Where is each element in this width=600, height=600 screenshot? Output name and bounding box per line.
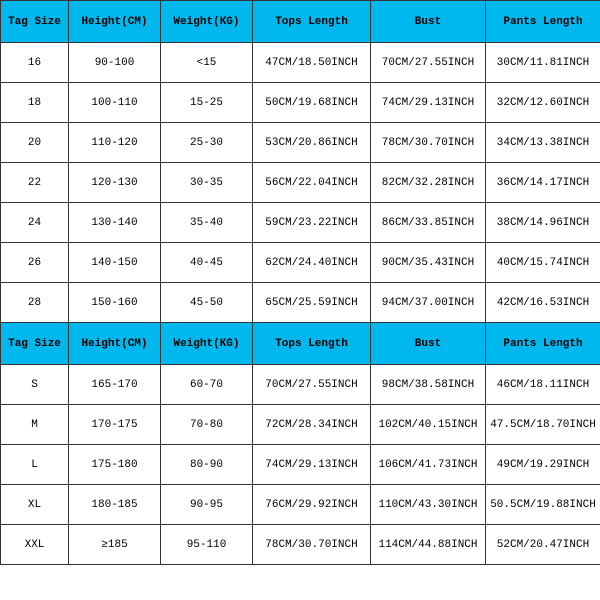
cell: 114CM/44.88INCH: [371, 525, 486, 565]
col-header-weight: Weight(KG): [161, 323, 253, 365]
cell: 110CM/43.30INCH: [371, 485, 486, 525]
cell: 90CM/35.43INCH: [371, 243, 486, 283]
cell: 130-140: [69, 203, 161, 243]
cell: 60-70: [161, 365, 253, 405]
table-row: 24 130-140 35-40 59CM/23.22INCH 86CM/33.…: [1, 203, 600, 243]
cell: 120-130: [69, 163, 161, 203]
cell: 175-180: [69, 445, 161, 485]
cell: 78CM/30.70INCH: [253, 525, 371, 565]
cell: 30-35: [161, 163, 253, 203]
cell: 15-25: [161, 83, 253, 123]
table-row: S 165-170 60-70 70CM/27.55INCH 98CM/38.5…: [1, 365, 600, 405]
cell: 45-50: [161, 283, 253, 323]
cell: 25-30: [161, 123, 253, 163]
cell: 140-150: [69, 243, 161, 283]
table-row: XXL ≥185 95-110 78CM/30.70INCH 114CM/44.…: [1, 525, 600, 565]
cell: 150-160: [69, 283, 161, 323]
cell: M: [1, 405, 69, 445]
table-row: XL 180-185 90-95 76CM/29.92INCH 110CM/43…: [1, 485, 600, 525]
cell: 80-90: [161, 445, 253, 485]
col-header-height: Height(CM): [69, 1, 161, 43]
cell: 74CM/29.13INCH: [253, 445, 371, 485]
cell: <15: [161, 43, 253, 83]
cell: 70CM/27.55INCH: [253, 365, 371, 405]
table-row: 26 140-150 40-45 62CM/24.40INCH 90CM/35.…: [1, 243, 600, 283]
cell: 49CM/19.29INCH: [486, 445, 600, 485]
cell: L: [1, 445, 69, 485]
cell: 22: [1, 163, 69, 203]
table-row: 18 100-110 15-25 50CM/19.68INCH 74CM/29.…: [1, 83, 600, 123]
cell: 86CM/33.85INCH: [371, 203, 486, 243]
cell: 62CM/24.40INCH: [253, 243, 371, 283]
col-header-tag-size: Tag Size: [1, 323, 69, 365]
cell: 42CM/16.53INCH: [486, 283, 600, 323]
cell: 56CM/22.04INCH: [253, 163, 371, 203]
cell: 170-175: [69, 405, 161, 445]
size-chart-table: Tag Size Height(CM) Weight(KG) Tops Leng…: [0, 0, 600, 565]
cell: 26: [1, 243, 69, 283]
cell: 94CM/37.00INCH: [371, 283, 486, 323]
cell: 47CM/18.50INCH: [253, 43, 371, 83]
cell: 24: [1, 203, 69, 243]
cell: 90-100: [69, 43, 161, 83]
col-header-bust: Bust: [371, 1, 486, 43]
cell: 40-45: [161, 243, 253, 283]
col-header-tops-length: Tops Length: [253, 1, 371, 43]
table-header-row: Tag Size Height(CM) Weight(KG) Tops Leng…: [1, 1, 600, 43]
cell: 78CM/30.70INCH: [371, 123, 486, 163]
table-row: 20 110-120 25-30 53CM/20.86INCH 78CM/30.…: [1, 123, 600, 163]
cell: 76CM/29.92INCH: [253, 485, 371, 525]
cell: 50CM/19.68INCH: [253, 83, 371, 123]
cell: 16: [1, 43, 69, 83]
cell: 102CM/40.15INCH: [371, 405, 486, 445]
cell: 72CM/28.34INCH: [253, 405, 371, 445]
cell: 100-110: [69, 83, 161, 123]
cell: 52CM/20.47INCH: [486, 525, 600, 565]
cell: 50.5CM/19.88INCH: [486, 485, 600, 525]
cell: 70-80: [161, 405, 253, 445]
cell: ≥185: [69, 525, 161, 565]
col-header-height: Height(CM): [69, 323, 161, 365]
cell: 32CM/12.60INCH: [486, 83, 600, 123]
table-row: 16 90-100 <15 47CM/18.50INCH 70CM/27.55I…: [1, 43, 600, 83]
cell: 47.5CM/18.70INCH: [486, 405, 600, 445]
cell: 18: [1, 83, 69, 123]
table-row: L 175-180 80-90 74CM/29.13INCH 106CM/41.…: [1, 445, 600, 485]
col-header-bust: Bust: [371, 323, 486, 365]
cell: 36CM/14.17INCH: [486, 163, 600, 203]
cell: 35-40: [161, 203, 253, 243]
cell: 30CM/11.81INCH: [486, 43, 600, 83]
col-header-pants-length: Pants Length: [486, 1, 600, 43]
table-row: 28 150-160 45-50 65CM/25.59INCH 94CM/37.…: [1, 283, 600, 323]
cell: 180-185: [69, 485, 161, 525]
cell: 38CM/14.96INCH: [486, 203, 600, 243]
cell: 59CM/23.22INCH: [253, 203, 371, 243]
cell: 74CM/29.13INCH: [371, 83, 486, 123]
cell: 65CM/25.59INCH: [253, 283, 371, 323]
table-header-row: Tag Size Height(CM) Weight(KG) Tops Leng…: [1, 323, 600, 365]
cell: XL: [1, 485, 69, 525]
cell: S: [1, 365, 69, 405]
col-header-tops-length: Tops Length: [253, 323, 371, 365]
col-header-tag-size: Tag Size: [1, 1, 69, 43]
cell: 28: [1, 283, 69, 323]
cell: 46CM/18.11INCH: [486, 365, 600, 405]
cell: 34CM/13.38INCH: [486, 123, 600, 163]
cell: 53CM/20.86INCH: [253, 123, 371, 163]
cell: 82CM/32.28INCH: [371, 163, 486, 203]
cell: XXL: [1, 525, 69, 565]
cell: 20: [1, 123, 69, 163]
cell: 165-170: [69, 365, 161, 405]
cell: 90-95: [161, 485, 253, 525]
cell: 40CM/15.74INCH: [486, 243, 600, 283]
cell: 98CM/38.58INCH: [371, 365, 486, 405]
cell: 95-110: [161, 525, 253, 565]
cell: 70CM/27.55INCH: [371, 43, 486, 83]
col-header-weight: Weight(KG): [161, 1, 253, 43]
table-row: M 170-175 70-80 72CM/28.34INCH 102CM/40.…: [1, 405, 600, 445]
col-header-pants-length: Pants Length: [486, 323, 600, 365]
table-row: 22 120-130 30-35 56CM/22.04INCH 82CM/32.…: [1, 163, 600, 203]
cell: 106CM/41.73INCH: [371, 445, 486, 485]
cell: 110-120: [69, 123, 161, 163]
